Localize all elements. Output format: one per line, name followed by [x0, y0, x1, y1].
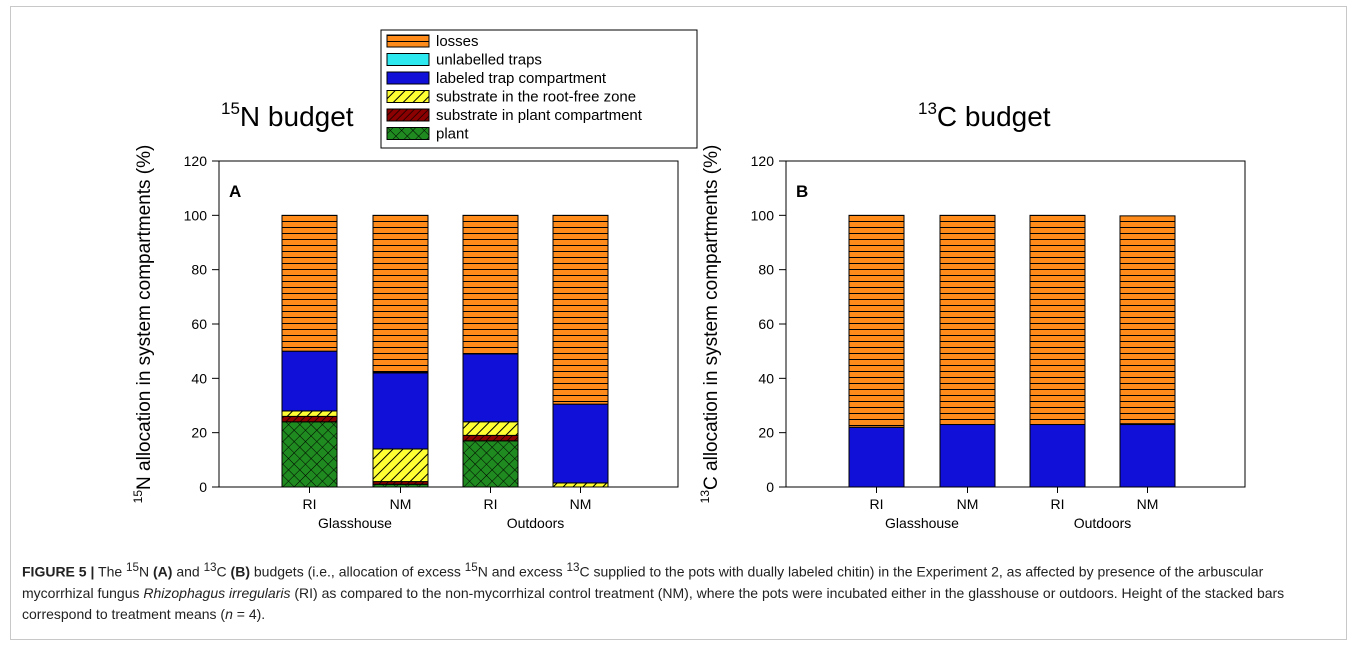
panel-a-bar-2-labeled-trap-compartment — [372, 372, 429, 450]
panel-a-group-label-outdoors: Outdoors — [507, 515, 565, 531]
legend-label-substrate-in-the-root-free-zone: substrate in the root-free zone — [436, 89, 636, 106]
panel-a-bar-1-substrate-in-plant-compartment — [281, 415, 338, 423]
panel-b-group-label-glasshouse: Glasshouse — [885, 515, 959, 531]
panel-b-xtick-label-2: NM — [957, 496, 979, 512]
legend-box — [380, 29, 698, 149]
panel-b-xtick-label-4: NM — [1137, 496, 1159, 512]
panel-a-bar-3-substrate-in-the-root-free-zone — [462, 421, 519, 436]
caption-sup: 13 — [566, 561, 580, 574]
caption-sup: 15 — [126, 561, 139, 574]
legend-label-losses: losses — [436, 33, 479, 50]
panel-a-bar-1-plant — [281, 421, 338, 488]
panel-b-ytick-label-100: 100 — [751, 207, 775, 223]
panel-a-ytick-label-100: 100 — [184, 207, 208, 223]
panel-b-ytick-label-60: 60 — [758, 316, 774, 332]
panel-a-bar-3-losses — [462, 214, 519, 355]
panel-b-y-axis: 0 20 40 60 80 100 120 — [751, 153, 786, 495]
panel-b-chart: 13C budget 13C allocation in system comp… — [698, 99, 1246, 531]
panel-b-title: 13C budget — [918, 99, 1051, 132]
panel-a-bar-3-plant — [462, 440, 519, 488]
caption-text: N and excess — [477, 563, 567, 580]
panel-b-bar-4-labeled-trap-compartment — [1119, 424, 1176, 488]
caption-sup: 13 — [203, 561, 217, 574]
legend-label-substrate-in-plant-compartment: substrate in plant compartment — [436, 107, 643, 124]
caption-n: n — [225, 605, 233, 622]
caption-text: C supplied to the pots with dually label… — [22, 563, 1264, 601]
caption-text: budgets (i.e., allocation of excess — [249, 563, 465, 580]
panel-a-bar-1-substrate-in-the-root-free-zone — [281, 410, 338, 417]
panel-b-ytick-label-20: 20 — [758, 425, 774, 441]
panel-a-label: A — [229, 182, 241, 201]
caption-text: The — [94, 563, 127, 580]
panel-a-ytick-label-0: 0 — [199, 479, 207, 495]
panel-a-ytick-label-120: 120 — [184, 153, 208, 169]
legend-swatch-substrate-in-the-root-free-zone — [386, 90, 430, 103]
panel-a-bar-3-substrate-in-plant-compartment — [462, 434, 519, 442]
panel-a-bar-4-losses — [552, 214, 609, 405]
panel-a-xtick-label-2: NM — [390, 496, 412, 512]
caption-text: and — [172, 563, 204, 580]
caption-text: C — [216, 563, 231, 580]
legend-label-plant: plant — [436, 126, 469, 143]
panel-a-bars — [281, 214, 609, 488]
panel-b-xtick-label-3: RI — [1051, 496, 1065, 512]
legend-swatch-losses — [386, 34, 430, 48]
panel-a-bar-4-substrate-in-the-root-free-zone — [552, 482, 609, 488]
panel-b-bar-3-losses — [1029, 214, 1086, 426]
panel-a-ytick-label-40: 40 — [191, 370, 207, 386]
panel-b-ytick-label-80: 80 — [758, 262, 774, 278]
panel-a-bar-3-labeled-trap-compartment — [462, 353, 519, 423]
panel-b-ylabel: 13C allocation in system compartments (%… — [698, 145, 722, 504]
panel-a-bar-1-losses — [281, 214, 338, 352]
panel-b-bar-4-losses — [1119, 215, 1176, 425]
panel-b-label: B — [796, 182, 808, 201]
panel-a-ytick-label-60: 60 — [191, 316, 207, 332]
caption-text: N — [139, 563, 153, 580]
panel-b-xtick-label-1: RI — [870, 496, 884, 512]
caption-panel-a-ref: (A) — [153, 563, 173, 580]
panel-b-bar-2-losses — [939, 214, 996, 426]
panel-a-y-axis: 0 20 40 60 80 100 120 — [184, 153, 219, 495]
legend-label-unlabelled-traps: unlabelled traps — [436, 52, 542, 69]
legend-swatch-labeled-trap-compartment — [386, 71, 430, 85]
caption-figure-label: FIGURE 5 | — [22, 563, 95, 580]
panel-b-bar-2-labeled-trap-compartment — [939, 424, 996, 488]
panel-a-bar-2-substrate-in-the-root-free-zone — [372, 448, 429, 483]
panel-a-xtick-label-1: RI — [303, 496, 317, 512]
panel-b-group-label-outdoors: Outdoors — [1074, 515, 1132, 531]
panel-b-bars — [848, 214, 1176, 488]
caption-text: (RI) as compared to the non-mycorrhizal … — [22, 584, 1285, 622]
panel-a-bar-2-losses — [372, 214, 429, 373]
legend-swatch-substrate-in-plant-compartment — [386, 108, 430, 122]
legend-label-labeled-trap-compartment: labeled trap compartment — [436, 70, 607, 87]
panel-b-ytick-label-120: 120 — [751, 153, 775, 169]
panel-a-bar-4-labeled-trap-compartment — [552, 403, 609, 484]
caption-species: Rhizophagus irregularis — [143, 584, 291, 601]
caption-text: = 4). — [232, 605, 266, 622]
panel-b-ytick-label-0: 0 — [766, 479, 774, 495]
caption-sup: 15 — [464, 561, 478, 574]
panel-b-ytick-label-40: 40 — [758, 370, 774, 386]
panel-b-bar-3-labeled-trap-compartment — [1029, 424, 1086, 488]
legend-swatch-unlabelled-traps — [386, 53, 430, 66]
legend-swatch-plant — [386, 127, 430, 140]
panel-a-bar-1-labeled-trap-compartment — [281, 350, 338, 412]
panel-b-bar-1-losses — [848, 214, 905, 428]
panel-a-xtick-label-3: RI — [484, 496, 498, 512]
panel-a-x-axis: RI NM RI NM Glasshouse Outdoors — [303, 487, 592, 531]
panel-a-ytick-label-80: 80 — [191, 262, 207, 278]
caption-panel-b-ref: (B) — [230, 563, 250, 580]
panel-a-title: 15N budget — [221, 99, 354, 132]
panel-b-bar-1-labeled-trap-compartment — [848, 426, 905, 488]
panel-a-xtick-label-4: NM — [570, 496, 592, 512]
panel-a-group-label-glasshouse: Glasshouse — [318, 515, 392, 531]
panel-a-ylabel: 15N allocation in system compartments (%… — [131, 145, 155, 504]
panel-b-x-axis: RI NM RI NM Glasshouse Outdoors — [870, 487, 1159, 531]
panel-a-ytick-label-20: 20 — [191, 425, 207, 441]
panel-a-chart: 15N budget 15N allocation in system comp… — [131, 99, 679, 531]
figure-caption: FIGURE 5 | The 15N (A) and 13C (B) budge… — [22, 557, 1322, 625]
